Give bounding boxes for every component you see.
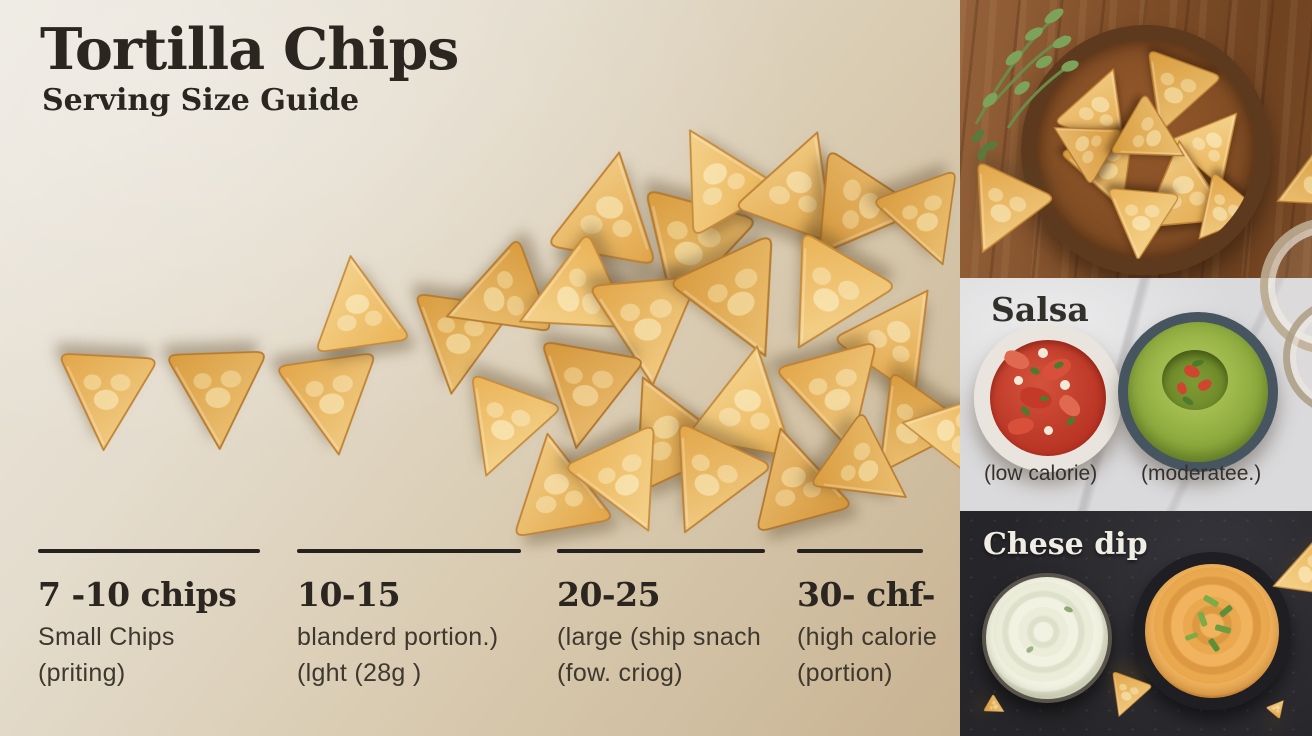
serving-count: 20-25 xyxy=(557,575,661,614)
tortilla-chip xyxy=(581,265,715,399)
serving-desc: Small Chips xyxy=(38,623,175,651)
guacamole-surface xyxy=(1162,350,1228,410)
divider-line xyxy=(38,549,260,553)
salsa-bowl xyxy=(974,324,1122,472)
tortilla-chip xyxy=(799,401,941,543)
salsa-photo-panel: Salsa xyxy=(960,278,1312,511)
tortilla-chip xyxy=(822,252,960,408)
serving-column-small: 7 -10 chips Small Chips (priting) xyxy=(38,549,260,688)
tortilla-chip xyxy=(554,413,703,562)
tortilla-chip xyxy=(981,692,1011,722)
tortilla-chip xyxy=(517,330,654,467)
tortilla-chip xyxy=(1102,86,1209,193)
cheese-dip-title: Chese dip xyxy=(983,527,1148,562)
tortilla-chip xyxy=(766,330,911,475)
divider-line xyxy=(797,549,923,553)
serving-count: 7 -10 chips xyxy=(38,575,237,614)
tortilla-chip xyxy=(887,373,960,487)
photo-sidebar: Salsa xyxy=(960,0,1312,736)
divider-line xyxy=(297,549,521,553)
serving-note: (fow. criog) xyxy=(557,659,683,687)
serving-count: 10-15 xyxy=(297,575,401,614)
serving-note: (lght (28g ) xyxy=(297,659,422,687)
tortilla-chip xyxy=(1095,666,1157,728)
tortilla-chip xyxy=(47,343,165,461)
serving-column-highcal: 30- chf- (high calorie (portion) xyxy=(797,549,938,688)
bowl-chips-illustration xyxy=(1037,41,1255,259)
tortilla-chip xyxy=(1037,94,1130,192)
tortilla-chip xyxy=(1264,693,1292,721)
tortilla-chip xyxy=(268,342,397,471)
tortilla-chip xyxy=(742,219,909,386)
serving-column-standard: 10-15 blanderd portion.) (lght (28g ) xyxy=(297,549,521,688)
serving-desc: (large (ship snach xyxy=(557,623,762,651)
guacamole-caption: (moderatee.) xyxy=(1141,462,1262,485)
main-board: Tortilla Chips Serving Size Guide 7 -10 … xyxy=(0,0,960,736)
cream-dip-bowl xyxy=(982,573,1112,703)
tortilla-chip xyxy=(159,341,277,459)
serving-desc: (high calorie xyxy=(797,623,938,651)
serving-note: (priting) xyxy=(38,659,126,687)
serving-count: 30- chf- xyxy=(797,575,935,614)
tortilla-chip xyxy=(490,416,622,548)
page-subtitle: Serving Size Guide xyxy=(42,82,360,118)
salsa-title: Salsa xyxy=(991,290,1089,329)
tortilla-chip xyxy=(538,133,682,277)
herb-sprig-icon xyxy=(972,8,1079,161)
tortilla-chip xyxy=(433,363,571,501)
chip-bowl-photo-panel xyxy=(960,0,1312,278)
tortilla-chip xyxy=(1255,526,1312,623)
tortilla-chip xyxy=(638,96,791,249)
chip-pile-illustration xyxy=(47,96,960,564)
tortilla-chip xyxy=(629,410,783,564)
tortilla-chip xyxy=(960,151,1064,278)
divider-line xyxy=(557,549,765,553)
tortilla-chip xyxy=(724,406,861,543)
chip-crumbs-illustration xyxy=(960,511,1312,736)
tortilla-chip xyxy=(657,221,827,391)
serving-column-large: 20-25 (large (ship snach (fow. criog) xyxy=(557,549,765,688)
tortilla-chip xyxy=(420,228,564,372)
serving-size-columns: 7 -10 chips Small Chips (priting) 10-15 … xyxy=(38,549,938,688)
guacamole-bowl xyxy=(1118,312,1278,472)
tortilla-chip xyxy=(1117,41,1230,153)
serving-desc: blanderd portion.) xyxy=(297,623,499,651)
header: Tortilla Chips Serving Size Guide xyxy=(40,16,459,118)
serving-note: (portion) xyxy=(797,659,893,687)
tortilla-chip xyxy=(296,241,418,363)
tortilla-chip xyxy=(864,160,960,288)
cheese-dip-photo-panel: Chese dip xyxy=(960,511,1312,736)
tortilla-chip xyxy=(1097,181,1186,259)
tortilla-chip xyxy=(1168,164,1255,259)
page-title: Tortilla Chips xyxy=(40,16,459,83)
salsa-caption: (low calorie) xyxy=(984,462,1098,485)
